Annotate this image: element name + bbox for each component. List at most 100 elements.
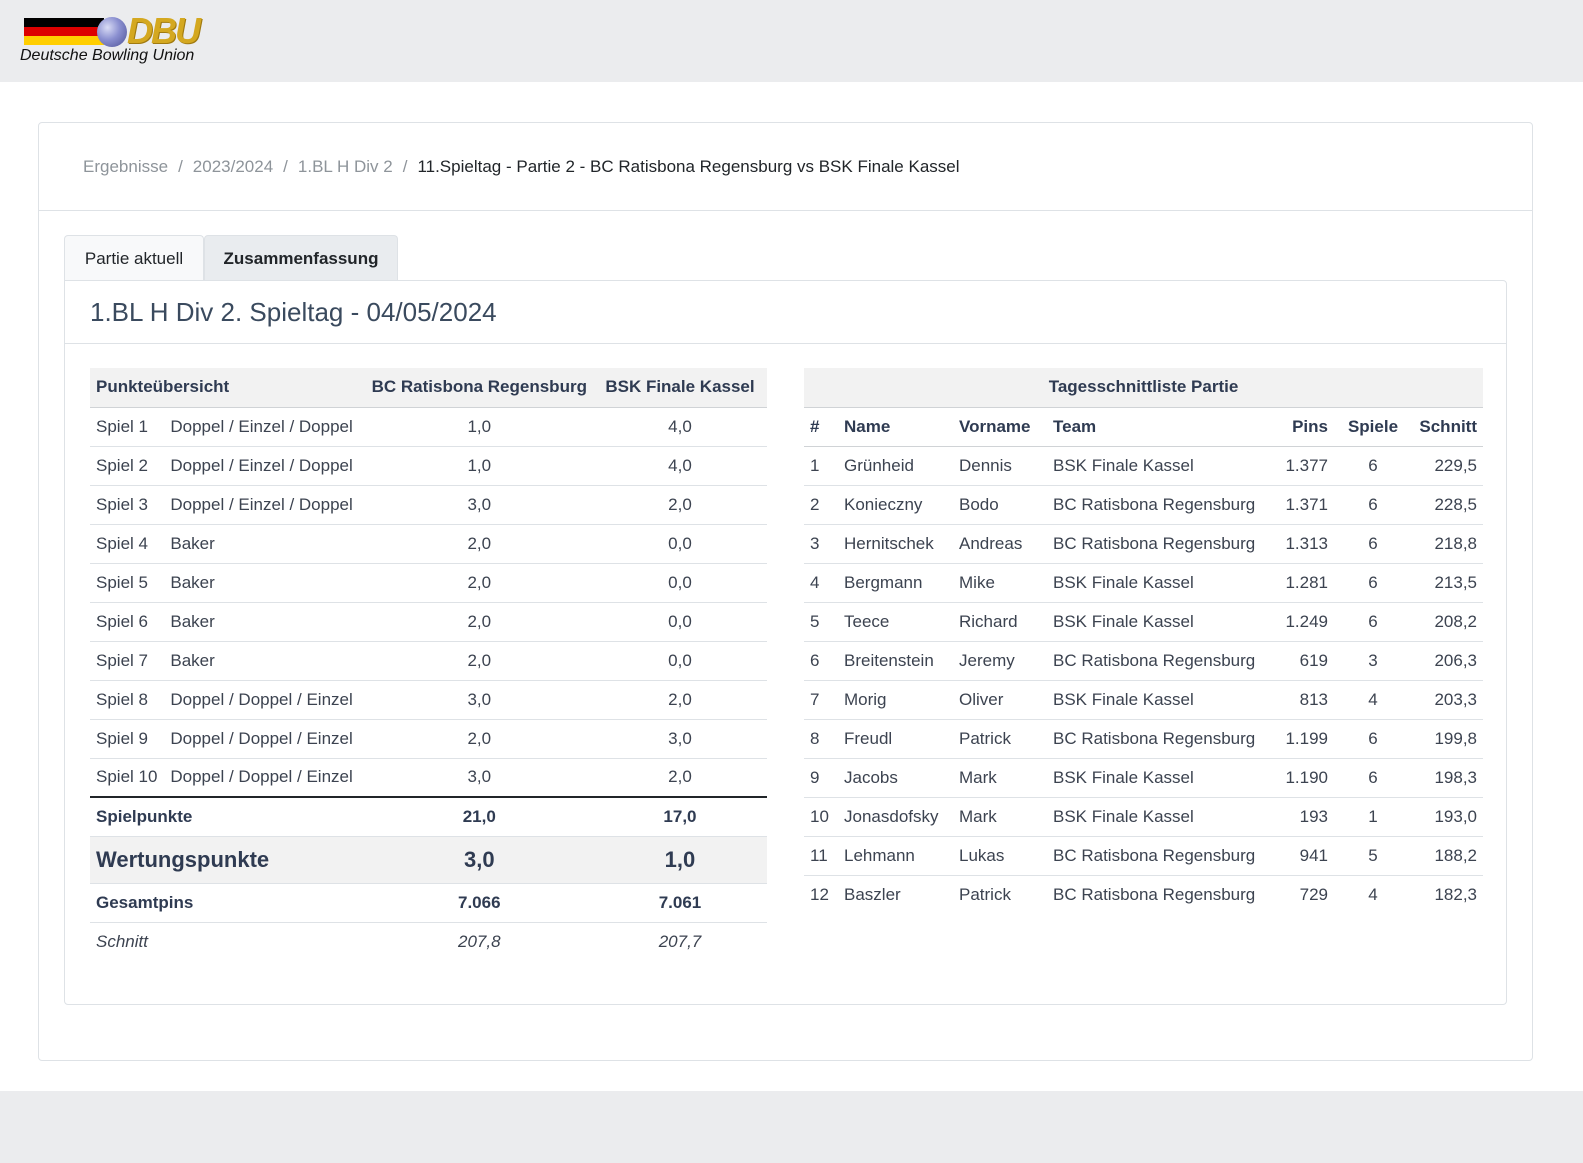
vorname-cell: Mark: [959, 767, 997, 787]
wertungspunkte-row: Wertungspunkte 3,0 1,0: [90, 836, 767, 883]
spiel-format: Doppel / Einzel / Doppel: [170, 416, 353, 436]
table-row: 3 Hernitschek Andreas BC Ratisbona Regensbu…: [804, 524, 1483, 563]
wertungspunkte-home: 3,0: [463, 846, 495, 872]
vorname-cell: Dennis: [959, 455, 1012, 475]
points-away: 4,0: [668, 455, 692, 475]
schnitt-cell: 228,5: [1434, 494, 1477, 514]
points-overview-table: Punkteübersicht BC Ratisbona Regensburg …: [90, 368, 767, 961]
rank-cell: 6: [810, 650, 820, 670]
spiele-cell: 6: [1368, 767, 1378, 787]
schnitt-cell: 203,3: [1434, 689, 1477, 709]
schnitt-cell: 198,3: [1434, 767, 1477, 787]
points-away: 0,0: [668, 650, 692, 670]
spiele-cell: 6: [1368, 455, 1378, 475]
vorname-cell: Patrick: [959, 884, 1011, 904]
name-cell: Baszler: [844, 884, 901, 904]
name-cell: Hernitschek: [844, 533, 934, 553]
bowling-ball-icon: [97, 17, 127, 47]
gesamtpins-row: Gesamtpins 7.066 7.061: [90, 883, 767, 922]
spiele-cell: 6: [1368, 494, 1378, 514]
rank-cell: 12: [810, 884, 829, 904]
spiel-number: Spiel 8: [96, 689, 148, 709]
table-row: 11 Lehmann Lukas BC Ratisbona Regensburg 941…: [804, 836, 1483, 875]
name-cell: Jacobs: [844, 767, 898, 787]
schnitt-label: Schnitt: [96, 931, 148, 951]
spiel-number: Spiel 6: [96, 611, 148, 631]
breadcrumb-separator: /: [402, 157, 408, 176]
points-home: 1,0: [467, 416, 492, 436]
gesamtpins-label: Gesamtpins: [96, 892, 194, 912]
rank-cell: 9: [810, 767, 820, 787]
pins-cell: 1.371: [1285, 494, 1328, 514]
spiel-format: Doppel / Doppel / Einzel: [170, 728, 353, 748]
top-header-bar: DBU Deutsche Bowling Union: [0, 0, 1583, 82]
points-away: 3,0: [668, 728, 692, 748]
breadcrumb-active-item: 11.Spieltag - Partie 2 - BC Ratisbona Re…: [417, 157, 960, 176]
spiel-format: Doppel / Einzel / Doppel: [170, 455, 353, 475]
points-home: 2,0: [467, 728, 492, 748]
pins-cell: 1.313: [1285, 533, 1328, 553]
logo-wordmark: DBU: [127, 10, 201, 51]
spiel-format: Baker: [170, 533, 215, 553]
column-header-name: Name: [844, 416, 891, 436]
table-row: 12 Baszler Patrick BC Ratisbona Regensburg 7…: [804, 875, 1483, 914]
rank-cell: 8: [810, 728, 820, 748]
spiel-format: Baker: [170, 611, 215, 631]
average-list-title: Tagesschnittliste Partie: [1048, 377, 1239, 397]
german-flag-icon: [24, 18, 104, 45]
rank-cell: 10: [810, 806, 829, 826]
gesamtpins-home: 7.066: [458, 892, 501, 912]
schnitt-cell: 188,2: [1434, 845, 1477, 865]
spiel-number: Spiel 4: [96, 533, 148, 553]
vorname-cell: Mike: [959, 572, 995, 592]
tab-partie-aktuell[interactable]: Partie aktuell: [64, 235, 204, 281]
points-home: 3,0: [467, 689, 492, 709]
spielpunkte-label: Spielpunkte: [96, 806, 193, 826]
spiel-number: Spiel 7: [96, 650, 148, 670]
spiele-cell: 1: [1368, 806, 1378, 826]
vorname-cell: Bodo: [959, 494, 999, 514]
vorname-cell: Richard: [959, 611, 1018, 631]
schnitt-cell: 182,3: [1434, 884, 1477, 904]
spielpunkte-row: Spielpunkte 21,0 17,0: [90, 797, 767, 836]
table-row: 9 Jacobs Mark BSK Finale Kassel 1.190 6 198,3: [804, 758, 1483, 797]
pins-cell: 1.190: [1285, 767, 1328, 787]
column-header-schnitt: Schnitt: [1419, 416, 1477, 436]
schnitt-cell: 193,0: [1434, 806, 1477, 826]
table-row: 10 Jonasdofsky Mark BSK Finale Kassel 193 1 19…: [804, 797, 1483, 836]
rank-cell: 5: [810, 611, 820, 631]
spiel-number: Spiel 5: [96, 572, 148, 592]
pins-cell: 619: [1299, 650, 1328, 670]
breadcrumb-item-ergebnisse[interactable]: Ergebnisse: [83, 157, 169, 176]
spiel-format: Doppel / Doppel / Einzel: [170, 689, 353, 709]
tab-zusammenfassung[interactable]: Zusammenfassung: [204, 235, 398, 281]
spiel-format: Doppel / Doppel / Einzel: [170, 767, 353, 787]
table-title-row: Tagesschnittliste Partie: [804, 368, 1483, 407]
dbu-logo[interactable]: DBU Deutsche Bowling Union: [20, 10, 220, 68]
vorname-cell: Andreas: [959, 533, 1023, 553]
spiel-format: Doppel / Einzel / Doppel: [170, 494, 353, 514]
column-header-pins: Pins: [1292, 416, 1328, 436]
flag-stripe-red: [24, 27, 104, 36]
schnitt-cell: 206,3: [1434, 650, 1477, 670]
spiel-number: Spiel 9: [96, 728, 148, 748]
pins-cell: 941: [1299, 845, 1328, 865]
spiele-cell: 6: [1368, 728, 1378, 748]
breadcrumb-item-league[interactable]: 1.BL H Div 2: [297, 157, 393, 176]
breadcrumb-item-season[interactable]: 2023/2024: [192, 157, 274, 176]
points-home: 1,0: [467, 455, 492, 475]
team-cell: BC Ratisbona Regensburg: [1053, 884, 1256, 904]
column-header-team-home: BC Ratisbona Regensburg: [371, 377, 587, 397]
column-header-punkteuebersicht: Punkteübersicht: [96, 377, 230, 397]
summary-panel: 1.BL H Div 2. Spieltag - 04/05/2024 Punk…: [64, 280, 1507, 1005]
vorname-cell: Lukas: [959, 845, 1005, 865]
table-row: Spiel 9 Doppel / Doppel / Einzel 2,0 3,0: [90, 719, 767, 758]
spiel-format: Baker: [170, 650, 215, 670]
points-home: 2,0: [467, 611, 492, 631]
pins-cell: 1.377: [1285, 455, 1328, 475]
logo-subtitle: Deutsche Bowling Union: [20, 47, 195, 64]
schnitt-cell: 229,5: [1434, 455, 1477, 475]
breadcrumb-separator: /: [178, 157, 183, 176]
column-header-team: Team: [1053, 416, 1097, 436]
spiele-cell: 4: [1368, 689, 1378, 709]
